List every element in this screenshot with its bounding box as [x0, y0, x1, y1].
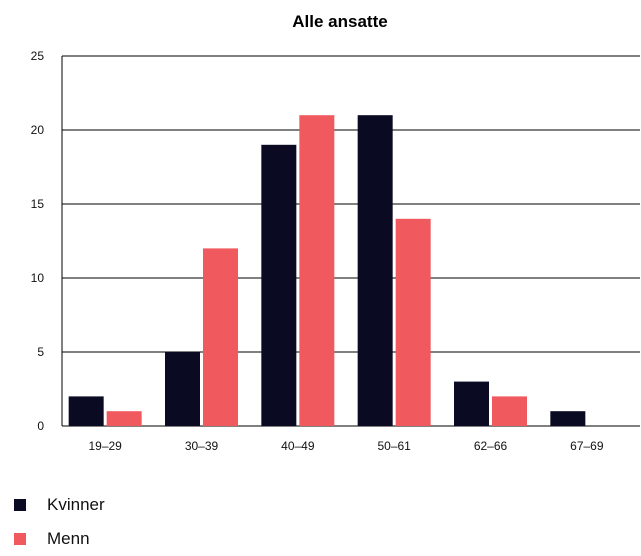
bar-menn-2 [299, 115, 335, 426]
bar-kvinner-1 [165, 352, 200, 426]
legend: Kvinner Menn [14, 488, 105, 556]
bar-menn-0 [106, 411, 142, 426]
x-tick-label: 50–61 [377, 439, 411, 453]
y-tick-label: 5 [37, 345, 44, 359]
legend-item-menn: Menn [14, 522, 105, 556]
legend-swatch-kvinner [14, 499, 26, 511]
bar-menn-4 [492, 396, 527, 426]
chart-title: Alle ansatte [292, 12, 387, 31]
y-tick-labels: 0 5 10 15 20 25 [31, 49, 45, 433]
y-tick-label: 25 [31, 49, 45, 63]
bar-kvinner-2 [261, 144, 297, 427]
bar-kvinner-3 [357, 115, 393, 426]
x-tick-label: 62–66 [474, 439, 508, 453]
x-tick-label: 67–69 [570, 439, 604, 453]
x-tick-labels: 19–29 30–39 40–49 50–61 62–66 67–69 [88, 439, 603, 453]
x-tick-label: 19–29 [88, 439, 122, 453]
bar-menn-3 [395, 218, 431, 426]
chart: Alle ansatte 0 5 10 15 20 25 19–29 30–39 40–49 5… [31, 12, 640, 453]
legend-swatch-menn [14, 533, 26, 545]
bar-kvinner-4 [454, 381, 489, 426]
y-tick-label: 20 [31, 123, 45, 137]
bar-kvinner-5 [550, 411, 586, 426]
bars [68, 115, 586, 427]
bar-kvinner-0 [68, 396, 104, 426]
y-tick-label: 0 [37, 419, 44, 433]
y-tick-label: 10 [31, 271, 45, 285]
grid-lines [61, 55, 640, 427]
legend-label-menn: Menn [47, 529, 90, 548]
legend-item-kvinner: Kvinner [14, 488, 105, 522]
y-tick-label: 15 [31, 197, 45, 211]
bar-menn-1 [203, 248, 238, 426]
x-tick-label: 30–39 [185, 439, 219, 453]
x-tick-label: 40–49 [281, 439, 315, 453]
legend-label-kvinner: Kvinner [47, 495, 105, 514]
